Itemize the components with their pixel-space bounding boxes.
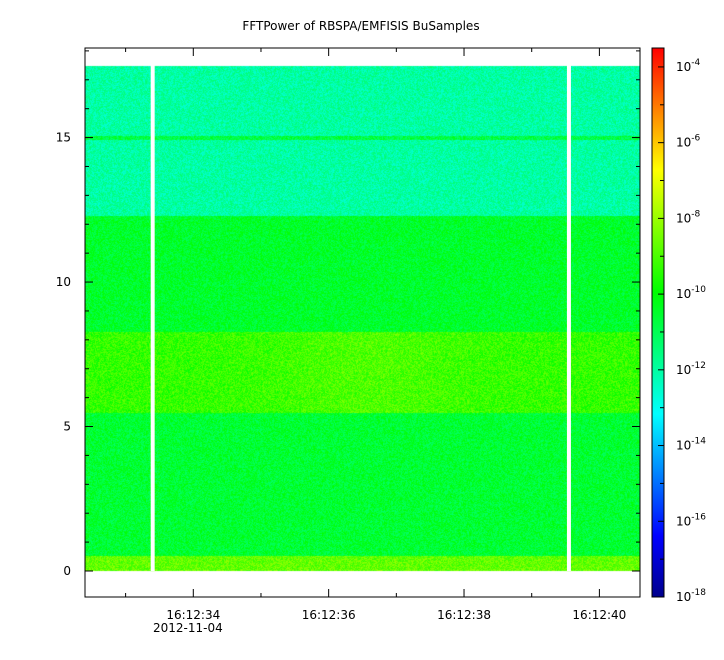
colorbar-gradient (651, 47, 665, 598)
x-tick-label: 16:12:34 (166, 608, 220, 622)
colorbar-tick-label: 10-6 (676, 134, 701, 150)
colorbar-tick-label: 10-10 (676, 285, 706, 301)
colorbar-tick-label: 10-4 (676, 58, 701, 74)
colorbar: 10-4 10-6 10-8 10-10 10-12 10-14 10-16 10-18 (651, 47, 706, 604)
y-tick-label: 10 (56, 275, 71, 289)
plot-frame (84, 47, 641, 598)
colorbar-tick-label: 10-14 (676, 437, 706, 453)
chart-title: FFTPower of RBSPA/EMFISIS BuSamples (242, 19, 479, 33)
x-date-label: 2012-11-04 (153, 621, 223, 635)
x-axis: 2012-11-04 16:12:34 16:12:36 16:12:38 16:12… (125, 48, 626, 635)
y-tick-label: 15 (56, 131, 71, 145)
colorbar-tick-label: 10-12 (676, 361, 706, 377)
data-gaps (150, 65, 571, 571)
colorbar-tick-label: 10-18 (676, 588, 706, 604)
data-gap (150, 65, 155, 571)
x-tick-label: 16:12:38 (437, 608, 491, 622)
data-gap (566, 65, 571, 571)
colorbar-tick-label: 10-16 (676, 512, 706, 528)
y-tick-label: 0 (63, 564, 71, 578)
spectrogram-image (85, 48, 640, 597)
x-tick-label: 16:12:40 (572, 608, 626, 622)
plot-area (84, 47, 641, 598)
x-tick-label: 16:12:36 (302, 608, 356, 622)
colorbar-tick-label: 10-8 (676, 209, 701, 225)
y-axis: 0 5 10 15 (56, 50, 640, 578)
y-tick-label: 5 (63, 420, 71, 434)
colorbar-ticks: 10-4 10-6 10-8 10-10 10-12 10-14 10-16 10-18 (658, 58, 706, 604)
